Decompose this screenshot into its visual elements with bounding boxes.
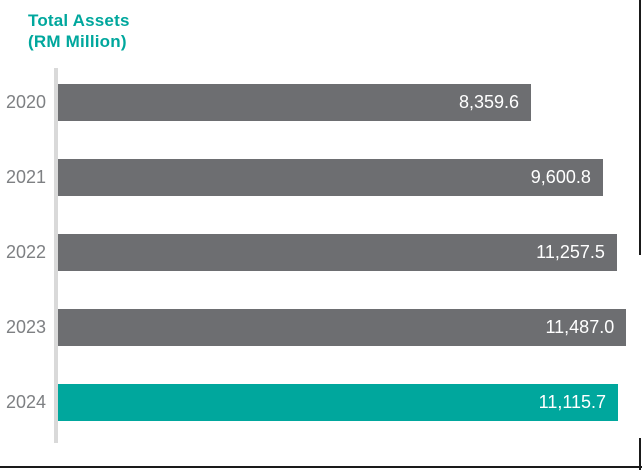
category-label: 2023 xyxy=(5,317,46,337)
category-label: 2024 xyxy=(5,392,46,412)
value-label: 8,359.6 xyxy=(458,92,520,112)
value-label: 9,600.8 xyxy=(530,167,591,187)
chart-title-line1: Total Assets xyxy=(28,11,130,30)
page-border-bottom xyxy=(0,466,642,468)
y-axis-line xyxy=(54,68,58,443)
bar-row-2020: 2020 8,359.6 xyxy=(0,84,642,121)
category-label: 2020 xyxy=(5,92,46,112)
bar-2023: 11,487.0 xyxy=(58,309,627,346)
category-label: 2022 xyxy=(5,242,46,262)
value-label: 11,115.7 xyxy=(538,392,607,412)
page-border-right-top xyxy=(639,0,641,255)
value-label: 11,257.5 xyxy=(536,242,605,262)
chart-title: Total Assets (RM Million) xyxy=(28,10,130,52)
category-label: 2021 xyxy=(5,167,46,187)
bar-2022: 11,257.5 xyxy=(58,234,617,271)
bar-track: 11,115.7 xyxy=(58,384,642,421)
bar-row-2024: 2024 11,115.7 xyxy=(0,384,642,421)
bar-row-2023: 2023 11,487.0 xyxy=(0,309,642,346)
bar-row-2022: 2022 11,257.5 xyxy=(0,234,642,271)
bar-2024-highlight: 11,115.7 xyxy=(58,384,619,421)
bar-row-2021: 2021 9,600.8 xyxy=(0,159,642,196)
bar-track: 9,600.8 xyxy=(58,159,642,196)
bar-track: 11,487.0 xyxy=(58,309,642,346)
bar-track: 8,359.6 xyxy=(58,84,642,121)
page-border-right-bottom xyxy=(639,438,641,470)
bar-track: 11,257.5 xyxy=(58,234,642,271)
chart-title-line2: (RM Million) xyxy=(28,32,127,51)
value-label: 11,487.0 xyxy=(545,317,615,337)
bar-2021: 9,600.8 xyxy=(58,159,603,196)
bar-2020: 8,359.6 xyxy=(58,84,532,121)
chart-rows: 2020 8,359.6 2021 9,600.8 2022 11,257.5 xyxy=(0,84,642,459)
